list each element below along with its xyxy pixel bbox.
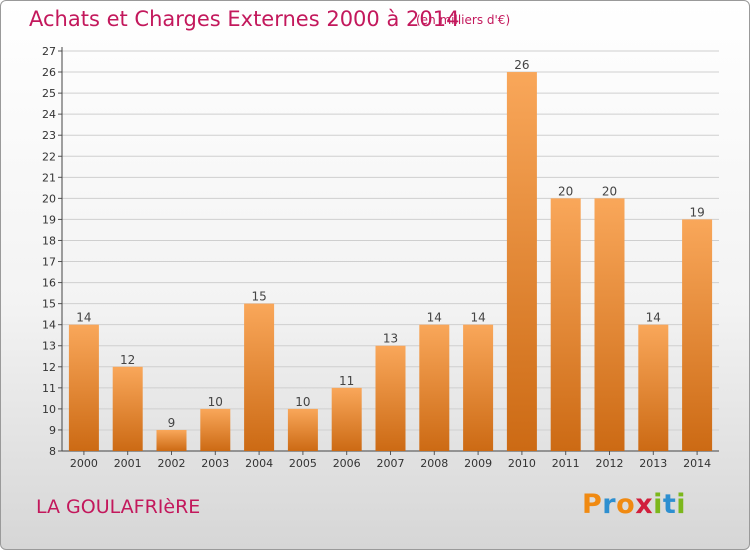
x-tick-label: 2001 [114, 457, 142, 470]
data-label-2005: 10 [295, 395, 310, 409]
y-tick-label: 10 [42, 403, 56, 416]
logo-letter: r [602, 489, 617, 520]
y-tick-label: 17 [42, 256, 56, 269]
data-label-2004: 15 [251, 290, 266, 304]
x-tick-label: 2007 [377, 457, 405, 470]
bar-2001 [112, 366, 143, 451]
data-label-2014: 19 [689, 205, 704, 219]
bar-2000 [68, 324, 99, 451]
y-tick-label: 27 [42, 45, 56, 58]
logo-letter: t [662, 489, 677, 520]
x-tick-label: 2003 [201, 457, 229, 470]
x-tick-label: 2010 [508, 457, 536, 470]
bar-2003 [200, 408, 231, 451]
y-tick-label: 14 [42, 319, 56, 332]
bar-2011 [550, 198, 581, 451]
axes: 8 9 10 11 12 13 14 15 16 17 18 19 20 21 22 23 24 25 26 27 20… [42, 45, 719, 470]
x-tick-label: 2005 [289, 457, 317, 470]
data-label-2008: 14 [427, 311, 442, 325]
proxiti-logo: Proxiti [582, 489, 686, 520]
x-tick-label: 2008 [420, 457, 448, 470]
y-tick-label: 15 [42, 298, 56, 311]
y-tick-label: 19 [42, 213, 56, 226]
data-label-2003: 10 [208, 395, 223, 409]
x-tick-label: 2004 [245, 457, 273, 470]
y-tick-label: 20 [42, 192, 56, 205]
y-tick-label: 21 [42, 171, 56, 184]
chart-title: Achats et Charges Externes 2000 à 2014 [29, 7, 460, 31]
y-tick-label: 25 [42, 87, 56, 100]
data-label-2012: 20 [602, 184, 617, 198]
data-label-2000: 14 [76, 311, 91, 325]
logo-letter: x [635, 489, 654, 520]
x-tick-label: 2009 [464, 457, 492, 470]
bar-2002 [156, 429, 187, 451]
y-tick-label: 18 [42, 234, 56, 247]
data-label-2009: 14 [470, 311, 485, 325]
y-tick-label: 23 [42, 129, 56, 142]
bar-2009 [463, 324, 494, 451]
x-tick-label: 2013 [639, 457, 667, 470]
y-tick-label: 12 [42, 361, 56, 374]
data-labels: 14 12 9 10 15 10 11 13 14 14 26 20 20 14 19 [76, 58, 704, 430]
bar-2014 [682, 219, 713, 451]
bar-2012 [594, 198, 625, 451]
x-tick-label: 2002 [158, 457, 186, 470]
data-label-2002: 9 [168, 416, 176, 430]
logo-letter: P [582, 489, 603, 520]
data-label-2011: 20 [558, 184, 573, 198]
y-tick-label: 22 [42, 150, 56, 163]
chart-subtitle: (en milliers d'€) [416, 13, 511, 27]
y-tick-label: 13 [42, 340, 56, 353]
bar-2013 [638, 324, 669, 451]
x-tick-label: 2012 [596, 457, 624, 470]
y-tick-label: 24 [42, 108, 56, 121]
y-tick-label: 9 [49, 424, 56, 437]
y-tick-label: 8 [49, 445, 56, 458]
bar-2007 [375, 345, 406, 451]
data-label-2010: 26 [514, 58, 529, 72]
x-tick-label: 2011 [552, 457, 580, 470]
x-tick-label: 2000 [70, 457, 98, 470]
place-name: LA GOULAFRIèRE [36, 496, 201, 518]
data-label-2013: 14 [646, 311, 661, 325]
y-tick-label: 11 [42, 382, 56, 395]
data-label-2001: 12 [120, 353, 135, 367]
bar-2010 [506, 72, 537, 451]
bar-2006 [331, 387, 362, 451]
x-tick-label: 2014 [683, 457, 711, 470]
data-label-2006: 11 [339, 374, 354, 388]
bars [68, 72, 713, 451]
logo-letter: o [616, 489, 636, 520]
logo-letter: i [653, 489, 663, 520]
bar-2005 [287, 408, 318, 451]
x-tick-label: 2006 [333, 457, 361, 470]
y-tick-label: 26 [42, 66, 56, 79]
bar-2004 [244, 303, 275, 451]
y-tick-label: 16 [42, 277, 56, 290]
logo-letter: i [676, 489, 687, 520]
bar-2008 [419, 324, 450, 451]
data-label-2007: 13 [383, 332, 398, 346]
